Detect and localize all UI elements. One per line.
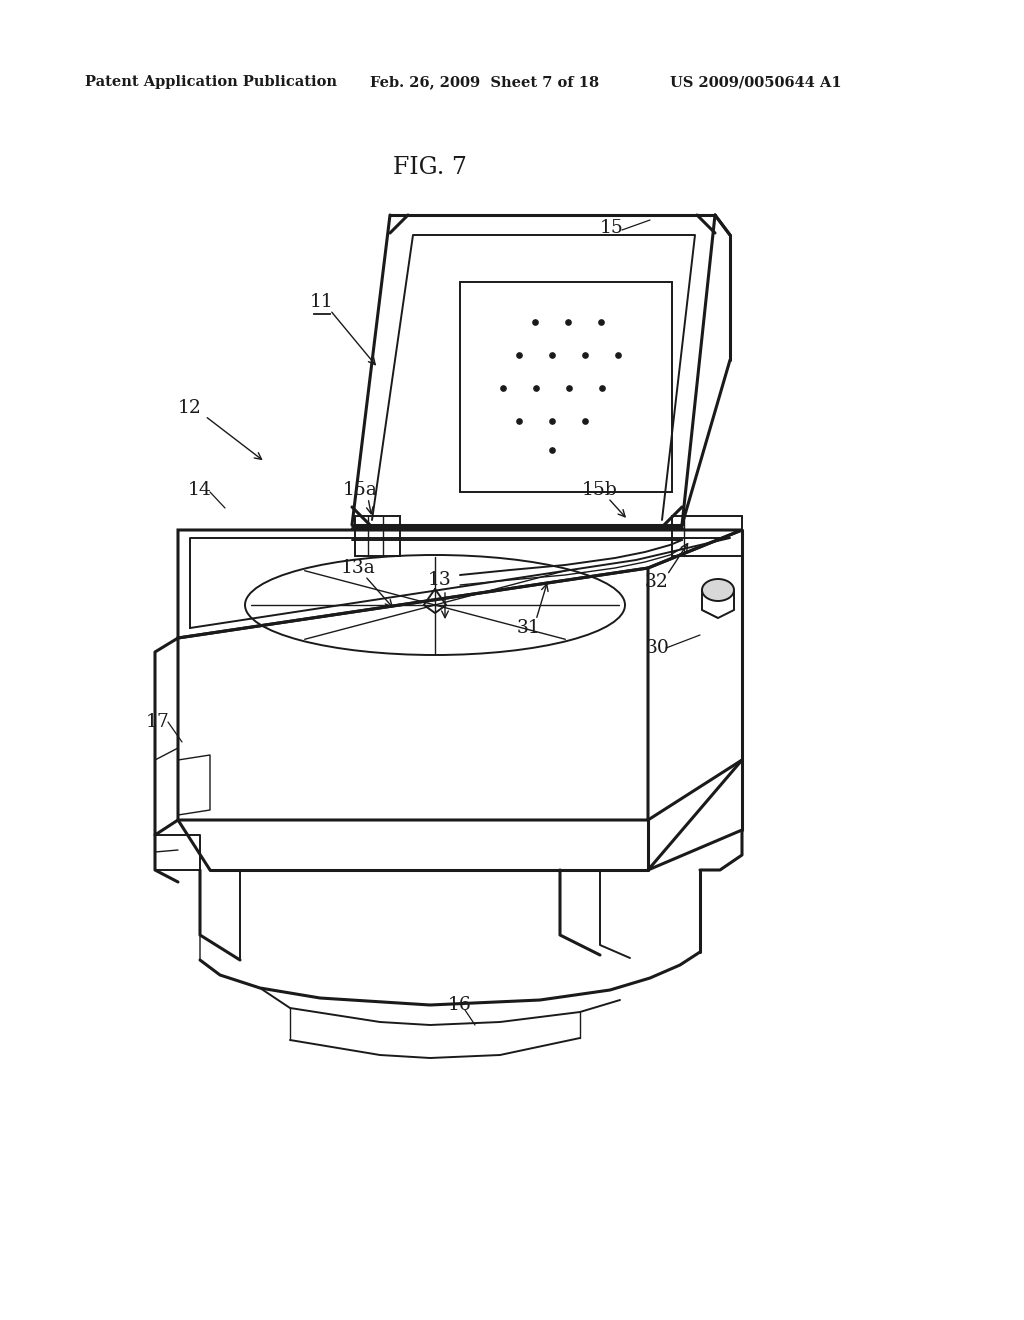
Text: 15b: 15b [582, 480, 617, 499]
Text: FIG. 7: FIG. 7 [393, 157, 467, 180]
Text: 13: 13 [428, 572, 452, 589]
Text: 30: 30 [646, 639, 670, 657]
Text: US 2009/0050644 A1: US 2009/0050644 A1 [670, 75, 842, 88]
Text: Feb. 26, 2009  Sheet 7 of 18: Feb. 26, 2009 Sheet 7 of 18 [370, 75, 599, 88]
Text: 32: 32 [645, 573, 669, 591]
Text: Patent Application Publication: Patent Application Publication [85, 75, 337, 88]
Text: 15: 15 [600, 219, 624, 238]
Text: 14: 14 [188, 480, 212, 499]
Ellipse shape [702, 579, 734, 601]
Text: 11: 11 [310, 293, 334, 312]
Text: 15a: 15a [343, 480, 378, 499]
Text: 31: 31 [516, 619, 540, 638]
Text: 16: 16 [449, 997, 472, 1014]
Text: 13a: 13a [341, 558, 376, 577]
Text: 17: 17 [146, 713, 170, 731]
Text: 12: 12 [178, 399, 202, 417]
